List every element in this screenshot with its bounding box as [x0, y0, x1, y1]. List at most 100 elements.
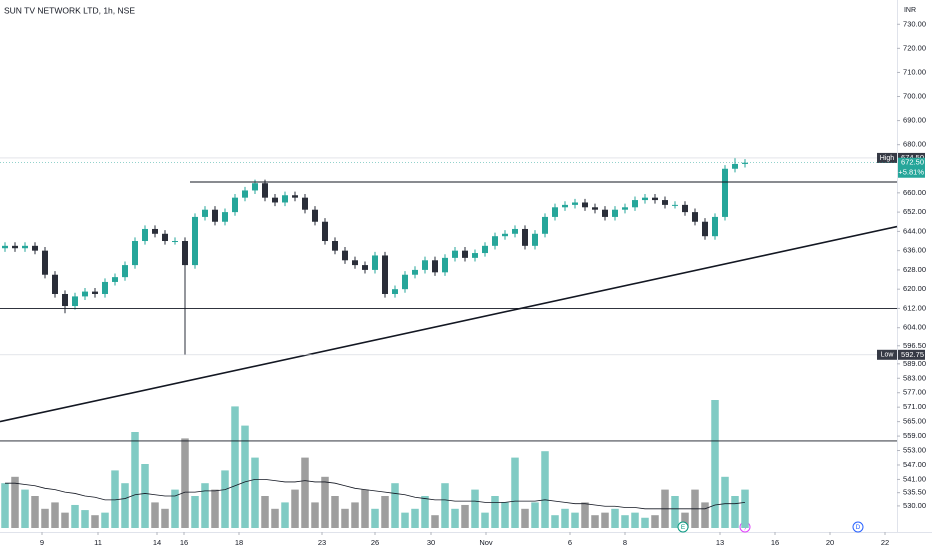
volume-bar	[271, 508, 279, 528]
volume-bar	[211, 489, 219, 528]
volume-bar	[111, 470, 119, 528]
low-label-box	[877, 349, 897, 360]
volume-bar	[321, 476, 329, 528]
volume-bar	[31, 496, 39, 528]
candle-body	[532, 233, 538, 246]
candle-body	[112, 277, 118, 282]
candle-body	[482, 245, 488, 254]
volume-bar	[351, 502, 359, 528]
candle-body	[562, 204, 568, 208]
volume-bar	[721, 476, 729, 528]
candle-body	[272, 197, 278, 203]
x-tick-label: 13	[716, 538, 724, 547]
candle-body	[162, 233, 168, 242]
volume-bar	[621, 515, 629, 528]
candle-body	[402, 274, 408, 290]
candle-body	[132, 241, 138, 266]
y-tick-label: 680.00	[903, 140, 926, 149]
volume-bar	[171, 489, 179, 528]
candle-body	[352, 260, 358, 266]
candle-body	[32, 245, 38, 251]
volume-bar	[101, 512, 109, 528]
volume-bar	[161, 508, 169, 528]
volume-bar	[521, 508, 529, 528]
volume-bar	[221, 470, 229, 528]
candle-body	[182, 241, 188, 266]
volume-bar	[371, 508, 379, 528]
volume-bar	[91, 515, 99, 528]
volume-bar	[141, 464, 149, 528]
low-label: Low	[881, 352, 895, 359]
candle-body	[242, 190, 248, 198]
candle-body	[552, 207, 558, 217]
volume-bar	[481, 512, 489, 528]
y-tick-label: 644.00	[903, 226, 926, 235]
event-marker[interactable]	[852, 521, 864, 533]
volume-bar	[251, 457, 259, 528]
volume-bar	[571, 512, 579, 528]
x-tick-label: 18	[235, 538, 243, 547]
candle-body	[52, 274, 58, 294]
candle-body	[142, 228, 148, 242]
candle-body	[582, 202, 588, 208]
last-price: 672.50	[901, 158, 924, 167]
y-tick-label: 541.00	[903, 474, 926, 483]
candle-body	[252, 183, 258, 191]
candle-body	[192, 216, 198, 266]
x-tick-label: 26	[371, 538, 379, 547]
volume-bar	[11, 476, 19, 528]
volume-bar	[291, 489, 299, 528]
candle-body	[712, 216, 718, 237]
candle-body	[152, 228, 158, 234]
candle-body	[442, 257, 448, 273]
candle-body	[672, 204, 678, 206]
volume-ma-line	[5, 478, 746, 510]
high-value: 674.50	[901, 153, 924, 162]
x-tick-label: 16	[180, 538, 188, 547]
volume-bar	[451, 508, 459, 528]
volume-bar	[51, 502, 59, 528]
y-tick-label: 710.00	[903, 67, 926, 76]
candle-body	[22, 245, 28, 249]
volume-bar	[21, 489, 29, 528]
candle-body	[732, 163, 738, 169]
candle-body	[12, 245, 18, 249]
volume-bar	[401, 512, 409, 528]
x-tick-label: 11	[94, 538, 102, 547]
event-marker[interactable]	[677, 521, 689, 533]
candle-body	[492, 236, 498, 246]
volume-bar	[231, 406, 239, 528]
y-tick-label: 690.00	[903, 116, 926, 125]
volume-bar	[391, 483, 399, 528]
candle-body	[742, 162, 748, 164]
y-tick-label: 700.00	[903, 91, 926, 100]
volume-bar	[311, 502, 319, 528]
candle-body	[522, 228, 528, 246]
y-tick-label: 565.00	[903, 417, 926, 426]
volume-bar	[731, 496, 739, 528]
low-value-box	[898, 349, 925, 360]
volume-bar	[121, 483, 129, 528]
volume-bar	[1, 483, 9, 528]
candle-body	[202, 209, 208, 217]
y-tick-label: 535.50	[903, 488, 926, 497]
volume-bar	[131, 432, 139, 528]
y-tick-label: 628.00	[903, 265, 926, 274]
y-tick-label: 596.50	[903, 341, 926, 350]
volume-bar	[611, 508, 619, 528]
y-tick-label: 612.00	[903, 303, 926, 312]
x-tick-label: 8	[623, 538, 627, 547]
x-tick-label: 22	[881, 538, 889, 547]
volume-bar	[361, 489, 369, 528]
high-label-box	[877, 152, 897, 163]
candle-body	[452, 250, 458, 258]
x-tick-label: 20	[826, 538, 834, 547]
y-tick-label: 530.00	[903, 501, 926, 510]
candle-body	[82, 291, 88, 297]
low-value: 592.75	[901, 350, 924, 359]
candle-body	[462, 250, 468, 258]
volume-bar	[701, 502, 709, 528]
volume-bar	[61, 512, 69, 528]
candle-body	[322, 221, 328, 242]
